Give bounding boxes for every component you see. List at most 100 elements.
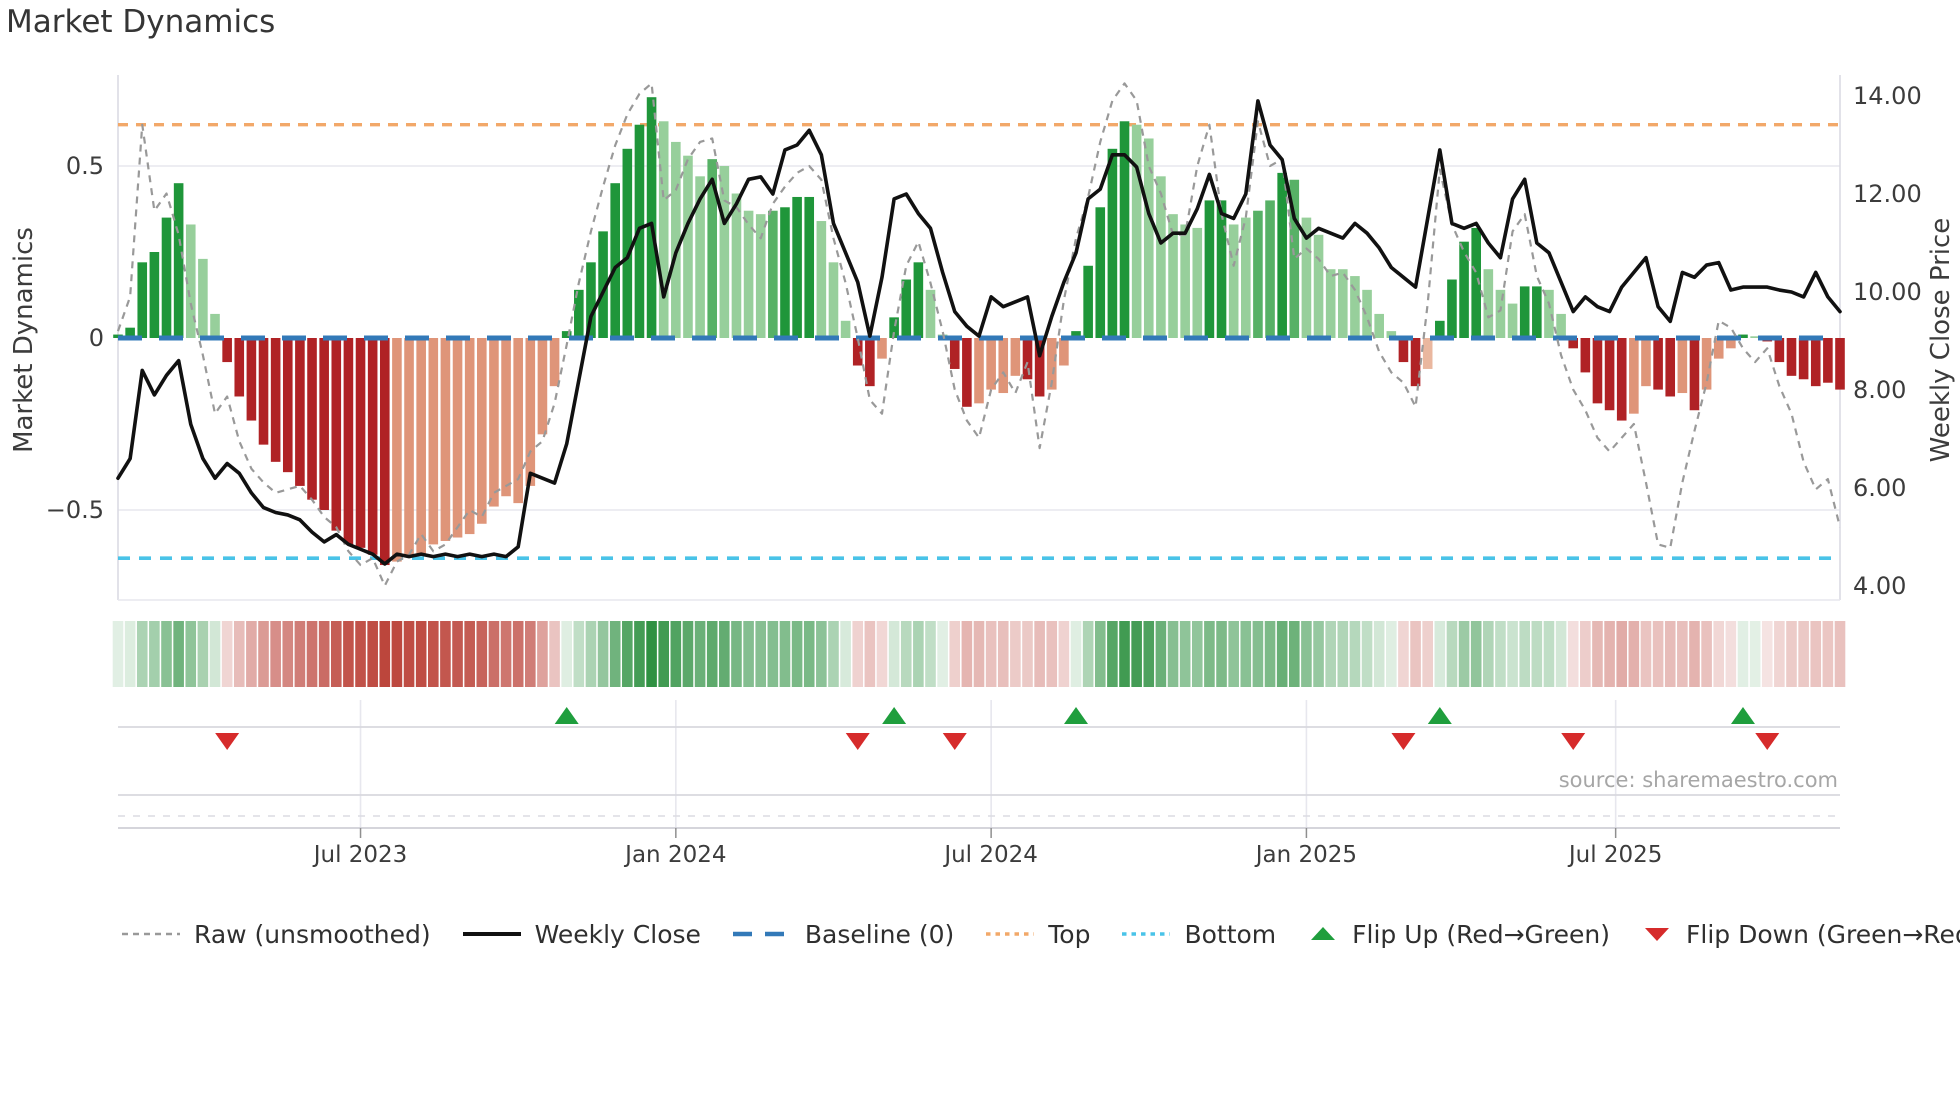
oscillator-bar <box>840 320 851 338</box>
oscillator-bar <box>1143 138 1154 338</box>
y-right-tick-label: 10.00 <box>1853 278 1922 306</box>
heatmap-cell <box>427 621 439 687</box>
heatmap-cell <box>1810 621 1822 687</box>
flip-down-marker <box>1755 733 1780 750</box>
y-right-tick-label: 14.00 <box>1853 82 1922 110</box>
oscillator-bar <box>998 338 1009 394</box>
oscillator-bar <box>537 338 548 435</box>
bottom-dotted-line-swatch <box>1120 920 1172 949</box>
oscillator-bar <box>355 338 366 548</box>
heatmap-cell <box>1434 621 1446 687</box>
oscillator-bar <box>1592 338 1603 404</box>
legend-label-flip-up: Flip Up (Red→Green) <box>1352 920 1611 949</box>
oscillator-bar <box>731 193 742 338</box>
oscillator-bar <box>586 262 596 338</box>
oscillator-bar <box>719 166 730 338</box>
heatmap-cell <box>1495 621 1506 687</box>
heatmap-cell <box>791 621 803 687</box>
oscillator-bar <box>1750 336 1760 338</box>
heatmap-cell <box>900 621 912 687</box>
oscillator-bar <box>1435 320 1445 338</box>
heatmap-cell <box>1179 621 1191 687</box>
oscillator-bar <box>768 210 778 338</box>
oscillator-bar <box>1726 338 1736 349</box>
oscillator-bar <box>1301 217 1312 338</box>
heatmap-cell <box>1301 621 1312 687</box>
oscillator-bar <box>1059 338 1069 366</box>
oscillator-bar <box>1240 217 1251 338</box>
heatmap-cell <box>755 621 767 687</box>
legend-item-flip-down: Flip Down (Green→Red) <box>1640 920 1960 949</box>
oscillator-bar <box>210 313 220 338</box>
oscillator-bar <box>622 148 633 338</box>
heatmap-cell <box>925 621 936 687</box>
heatmap-cell <box>1422 621 1433 687</box>
oscillator-bar <box>1313 234 1324 338</box>
heatmap-cell <box>294 621 306 687</box>
solid-line-swatch <box>461 920 523 949</box>
heatmap-cell <box>525 621 536 687</box>
heatmap-cell <box>888 621 900 687</box>
oscillator-bar <box>1786 338 1797 376</box>
legend-item-weekly-close: Weekly Close <box>461 920 701 949</box>
heatmap-cell <box>1531 621 1543 687</box>
oscillator-bar <box>501 338 511 497</box>
oscillator-bar <box>1131 124 1142 338</box>
flip-down-triangle-icon <box>1640 920 1674 949</box>
oscillator-bar <box>1253 210 1263 338</box>
heatmap-cell <box>1470 621 1482 687</box>
oscillator-bar <box>525 338 536 486</box>
oscillator-bar <box>1823 338 1833 383</box>
oscillator-bar <box>1677 338 1688 394</box>
oscillator-bar <box>804 196 815 338</box>
heatmap-cell <box>1022 621 1033 687</box>
oscillator-bar <box>489 338 499 507</box>
oscillator-bar <box>549 338 560 387</box>
heatmap-cell <box>1458 621 1470 687</box>
heatmap-cell <box>1483 621 1494 687</box>
heatmap-cell <box>1228 621 1239 687</box>
oscillator-bar <box>1556 313 1566 338</box>
oscillator-bar <box>1459 241 1469 338</box>
heatmap-cell <box>1010 621 1021 687</box>
heatmap-cell <box>391 621 403 687</box>
oscillator-bar <box>1519 286 1530 338</box>
heatmap-cell <box>961 621 973 687</box>
oscillator-bar <box>185 224 196 338</box>
heatmap-cell <box>731 621 742 687</box>
top-dotted-line-swatch <box>984 920 1036 949</box>
oscillator-bar <box>149 252 160 338</box>
oscillator-bar <box>428 338 439 545</box>
legend-item-raw: Raw (unsmoothed) <box>120 920 431 949</box>
heatmap-cell <box>828 621 839 687</box>
heatmap-cell <box>1507 621 1518 687</box>
legend-item-flip-up: Flip Up (Red→Green) <box>1306 920 1610 949</box>
heatmap-cell <box>1628 621 1640 687</box>
oscillator-bar <box>707 159 718 338</box>
heatmap-cell <box>379 621 391 687</box>
heatmap-cell <box>221 621 233 687</box>
heatmap-cell <box>694 621 706 687</box>
oscillator-bar <box>1798 338 1809 380</box>
y-right-tick-label: 4.00 <box>1853 572 1906 600</box>
x-tick-label: Jan 2024 <box>623 842 726 868</box>
heatmap-cell <box>355 621 366 687</box>
y-left-tick-label: 0 <box>89 324 104 352</box>
left-axis-label: Market Dynamics <box>9 227 39 453</box>
oscillator-bar <box>1022 338 1033 380</box>
legend-label-raw: Raw (unsmoothed) <box>194 920 431 949</box>
heatmap-cell <box>161 621 172 687</box>
heatmap-cell <box>706 621 718 687</box>
oscillator-bar <box>270 338 281 462</box>
oscillator-bar <box>1701 338 1712 390</box>
oscillator-bar <box>1265 200 1275 338</box>
oscillator-bar <box>1604 338 1615 411</box>
heatmap-cell <box>512 621 524 687</box>
heatmap-cell <box>1264 621 1276 687</box>
oscillator-bar <box>1107 148 1118 338</box>
y-right-tick-label: 6.00 <box>1853 474 1906 502</box>
oscillator-bar <box>452 338 463 538</box>
oscillator-bar <box>561 331 572 338</box>
heatmap-cell <box>1313 621 1324 687</box>
